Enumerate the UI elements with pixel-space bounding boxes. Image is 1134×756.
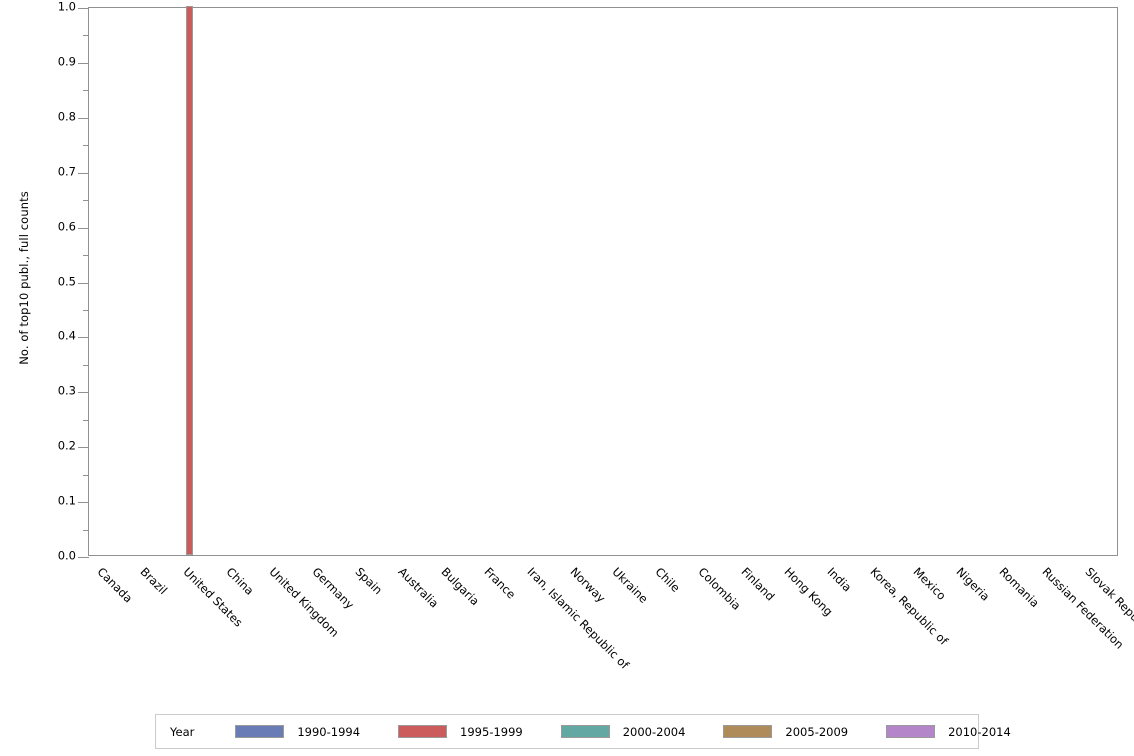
y-axis-tick-mark [78,557,89,558]
legend-label: 1995-1999 [460,724,523,739]
legend-entry[interactable]: 1995-1999 [398,725,523,739]
legend-entry[interactable]: 2000-2004 [560,724,686,739]
y-axis-minor-tick-mark [83,145,89,147]
y-axis-tick-mark [78,502,89,504]
y-axis-minor-tick-mark [83,90,89,92]
x-axis-tick-label: France [481,564,519,602]
x-axis-tick-label: Nigeria [953,564,993,604]
legend-label: 2005-2009 [785,724,849,739]
legend-title: Year [170,724,195,739]
y-axis-tick-mark [78,337,89,339]
legend-label: 2010-2014 [948,724,1011,739]
y-axis-tick-label: 0.0 [57,548,76,563]
x-axis-tick-label: Ukraine [609,564,652,606]
y-axis-tick-mark [78,227,89,229]
y-axis-tick-label: 0.3 [57,383,76,398]
y-axis-tick-mark [78,117,89,119]
x-axis-tick-label: Chile [652,564,684,595]
x-axis-tick-label: Korea, Republic of [867,564,951,648]
y-axis-tick-label: 0.1 [57,493,76,508]
x-axis-tick-label: Australia [395,564,442,611]
y-axis-minor-tick-mark [83,419,89,421]
x-axis-tick-label: Mexico [910,564,949,603]
x-axis-tick-label: Bulgaria [438,564,482,609]
y-axis-title: No. of top10 publ., full counts [17,191,31,365]
legend-color-swatch [886,725,936,738]
x-axis-tick-labels: Canada Brazil United States China United Kin… [88,560,1134,720]
y-axis-tick-label: 0.2 [57,438,76,453]
y-axis-tick-label: 0.5 [57,273,76,288]
legend-label: 1990-1994 [297,724,361,739]
x-axis-tick-label: Colombia [695,564,744,613]
y-axis-minor-tick-mark [83,35,89,37]
y-axis-tick-mark [78,172,89,174]
y-axis-tick-label: 0.6 [57,218,76,233]
legend: Year 1990-1994 1995-1999 2000-2004 2005-200… [155,714,1011,749]
y-axis-tick-mark [78,282,89,284]
legend-color-swatch [235,725,285,738]
legend-color-swatch [560,725,610,738]
legend-entry[interactable]: 2005-2009 [723,725,848,739]
x-axis-tick-label: Russian Federation [1039,564,1127,652]
x-axis-tick-label: China [223,564,257,598]
y-axis-tick-mark [78,8,89,9]
plot-area [78,6,1118,558]
x-axis-tick-label: Brazil [137,564,171,598]
legend-label: 2000-2004 [622,724,686,739]
x-axis-tick-label: Romania [996,564,1042,611]
legend-entry[interactable]: 2010-2014 [886,725,1011,739]
y-axis-minor-tick-mark [83,474,89,476]
y-axis-minor-tick-mark [83,309,89,311]
legend-color-swatch [723,725,773,738]
y-axis-tick-label: 0.8 [57,109,76,124]
x-axis-tick-label: India [824,564,855,595]
y-axis-minor-tick-mark [83,255,89,257]
y-axis-tick-mark [78,392,89,394]
y-axis-tick-label: 0.7 [57,163,76,178]
x-axis-tick-label: Norway [567,564,608,606]
y-axis-minor-tick-mark [83,200,89,202]
legend-color-swatch [398,725,448,738]
legend-entries: 1990-1994 1995-1999 2000-2004 2005-2009 2010… [235,725,1048,739]
bar [185,6,193,555]
y-axis-minor-tick-mark [83,529,89,531]
y-axis-tick-mark [78,62,89,64]
y-axis-minor-tick-mark [83,364,89,366]
y-axis-tick-label: 0.9 [57,54,76,69]
y-axis-tick-label: 0.4 [57,328,76,343]
y-axis-tick-mark [78,447,89,449]
x-axis-tick-label: Finland [738,564,778,604]
x-axis-tick-label: Spain [352,564,386,598]
y-axis-tick-label: 1.0 [57,0,76,14]
x-axis-tick-label: Canada [94,564,136,606]
legend-entry[interactable]: 1990-1994 [235,725,360,739]
